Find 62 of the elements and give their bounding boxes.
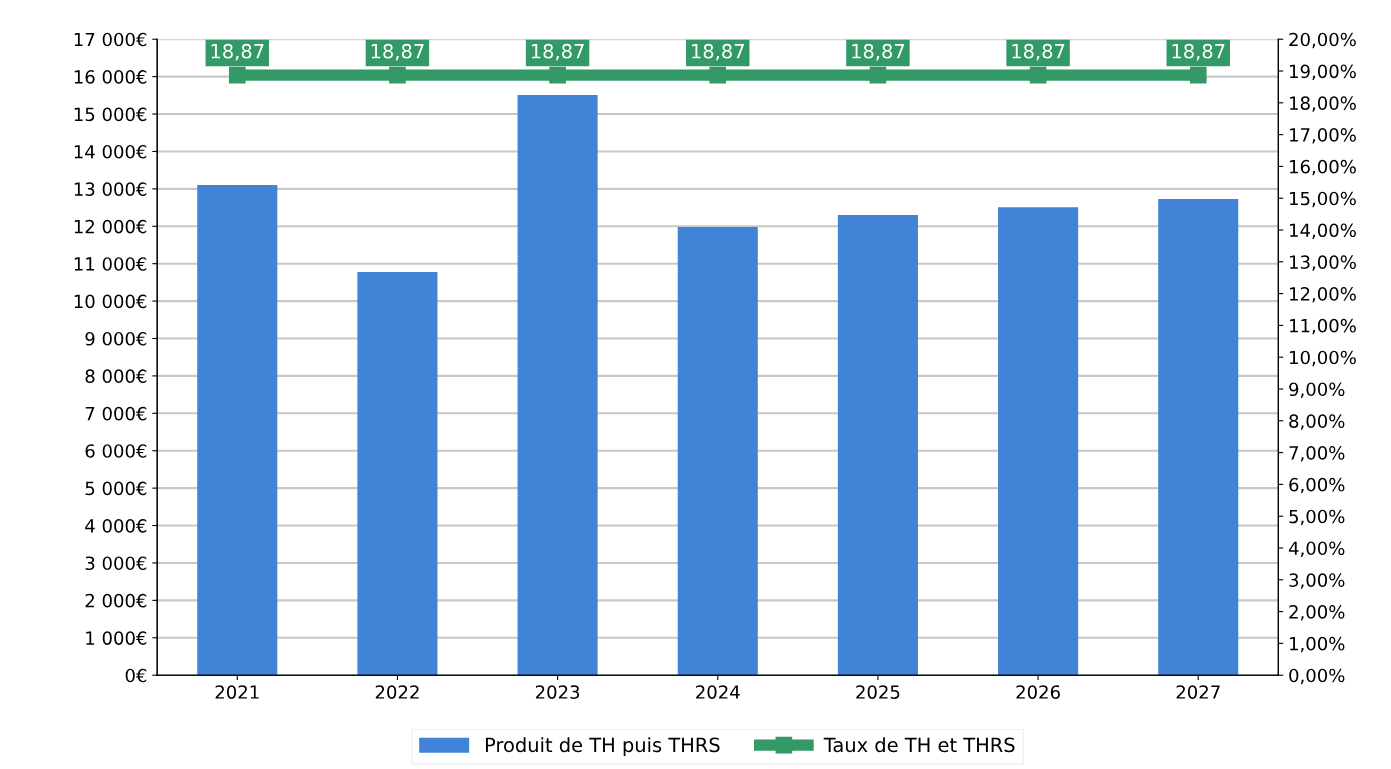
y-tick-label: 10 000€: [74, 294, 147, 309]
y-tick-label: 0€: [125, 668, 147, 683]
y-tick-label: 2 000€: [85, 593, 147, 608]
y2-tick-label: 9,00%: [1289, 382, 1345, 398]
y-tick-label: 5 000€: [85, 481, 147, 496]
y2-tick-label: 12,00%: [1290, 287, 1356, 303]
x-tick-label: 2027: [1176, 685, 1220, 699]
y2-tick-label: 8,00%: [1289, 414, 1345, 430]
data-label: 18,87: [371, 43, 424, 61]
y-tick-label: 3 000€: [85, 556, 147, 571]
data-label: 18,87: [531, 43, 584, 61]
bar: [197, 185, 278, 676]
y2-tick-label: 19,00%: [1290, 64, 1356, 80]
y2-tick-label: 13,00%: [1290, 255, 1356, 271]
data-label: 18,87: [852, 43, 905, 61]
legend-label: Produit de TH puis THRS: [485, 737, 720, 757]
legend-label: Taux de TH et THRS: [823, 737, 1015, 753]
y-tick-label: 12 000€: [74, 219, 147, 234]
y-tick-label: 11 000€: [74, 257, 147, 271]
x-tick-label: 2025: [856, 685, 900, 699]
y-tick-label: 4 000€: [85, 519, 147, 533]
y-tick-label: 1 000€: [86, 631, 147, 645]
y-tick-label: 7 000€: [85, 406, 147, 421]
data-label: 18,87: [211, 43, 264, 61]
bar: [837, 215, 918, 676]
x-tick-label: 2026: [1016, 685, 1060, 699]
y-tick-label: 16 000€: [74, 70, 147, 84]
y2-tick-label: 20,00%: [1289, 32, 1356, 49]
y-tick-label: 15 000€: [74, 107, 147, 122]
data-label: 18,87: [1172, 43, 1225, 61]
y2-tick-label: 6,00%: [1289, 477, 1345, 494]
bar: [357, 271, 438, 676]
y2-tick-label: 1,00%: [1290, 636, 1345, 653]
x-tick-label: 2022: [375, 685, 419, 699]
y2-tick-label: 17,00%: [1290, 128, 1356, 144]
data-label: 18,87: [692, 43, 744, 61]
y2-tick-label: 10,00%: [1290, 350, 1356, 367]
bar: [1158, 198, 1239, 676]
y-tick-label: 14 000€: [74, 144, 147, 159]
x-tick-label: 2024: [696, 685, 740, 699]
x-tick-label: 2023: [535, 685, 580, 699]
y2-tick-label: 11,00%: [1290, 318, 1356, 335]
y2-tick-label: 3,00%: [1289, 573, 1345, 589]
y2-tick-label: 15,00%: [1290, 191, 1356, 208]
y2-tick-label: 7,00%: [1289, 446, 1345, 462]
y-tick-label: 17 000€: [74, 32, 147, 47]
bar: [998, 207, 1079, 676]
y-tick-label: 13 000€: [74, 182, 147, 196]
y-tick-label: 9 000€: [85, 331, 147, 346]
y2-tick-label: 2,00%: [1289, 605, 1345, 621]
y2-tick-label: 16,00%: [1290, 159, 1356, 176]
y-tick-label: 8 000€: [85, 369, 147, 384]
y2-tick-label: 14,00%: [1290, 223, 1356, 239]
data-label: 18,87: [1012, 43, 1065, 61]
bar: [517, 94, 598, 676]
y2-tick-label: 0,00%: [1289, 668, 1345, 685]
y2-tick-label: 18,00%: [1290, 96, 1356, 112]
bar: [677, 227, 758, 676]
y-tick-label: 6 000€: [85, 444, 147, 458]
y2-tick-label: 5,00%: [1289, 509, 1345, 526]
x-tick-label: 2021: [215, 685, 259, 699]
y2-tick-label: 4,00%: [1288, 541, 1345, 557]
